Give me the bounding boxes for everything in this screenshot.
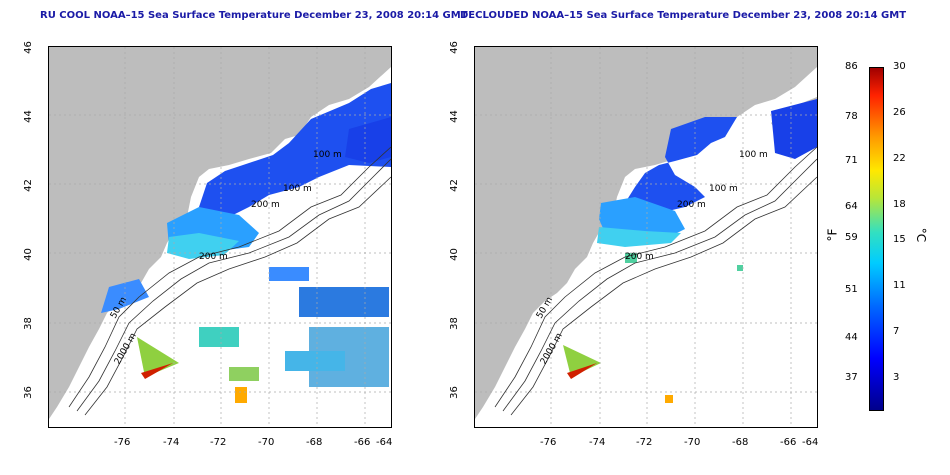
right-x-tick-68: -68 bbox=[732, 437, 749, 448]
cb-f-tick-64: 64 bbox=[845, 201, 858, 212]
warm-blob bbox=[235, 387, 247, 403]
right-map-title: DECLOUDED NOAA–15 Sea Surface Temperatur… bbox=[460, 10, 907, 21]
contour-label-200m-a: 200 m bbox=[251, 200, 280, 210]
cold-water-patch bbox=[199, 83, 391, 219]
land-mass bbox=[49, 47, 391, 419]
coastal-band bbox=[101, 279, 149, 313]
contour-label-100m-b: 100 m bbox=[709, 184, 738, 194]
left-sst-map: 100 m 100 m 200 m 200 m 50 m 2000 m bbox=[48, 46, 392, 428]
cb-c-tick-11: 11 bbox=[893, 280, 906, 291]
left-x-tick-76: -76 bbox=[114, 437, 131, 448]
left-x-tick-70: -70 bbox=[258, 437, 275, 448]
left-y-tick-44: 44 bbox=[22, 110, 34, 123]
cb-f-tick-59: 59 bbox=[845, 232, 858, 243]
cb-c-tick-3: 3 bbox=[893, 372, 900, 383]
contour-label-100m-b: 100 m bbox=[283, 184, 312, 194]
bathymetry-contours bbox=[68, 146, 391, 416]
fahrenheit-unit-label: °F bbox=[825, 228, 840, 242]
warm-triangle bbox=[563, 345, 601, 377]
cb-c-tick-30: 30 bbox=[893, 61, 906, 72]
celsius-unit-label: °C bbox=[914, 227, 929, 243]
cold-water-east bbox=[345, 117, 391, 163]
cb-f-tick-86: 86 bbox=[845, 61, 858, 72]
right-y-tick-42: 42 bbox=[448, 179, 460, 192]
cb-f-tick-78: 78 bbox=[845, 111, 858, 122]
left-x-tick-64: -64 bbox=[376, 437, 393, 448]
left-y-tick-46: 46 bbox=[22, 41, 34, 54]
shelf-water-patch bbox=[597, 227, 681, 247]
shelf-fragment bbox=[737, 265, 743, 271]
right-y-tick-44: 44 bbox=[448, 110, 460, 123]
right-x-tick-76: -76 bbox=[540, 437, 557, 448]
shelf-fragment bbox=[625, 253, 637, 263]
left-y-tick-36: 36 bbox=[22, 386, 34, 399]
right-y-tick-46: 46 bbox=[448, 41, 460, 54]
contour-label-2000m: 2000 m bbox=[539, 332, 565, 367]
temperature-colorbar bbox=[869, 67, 884, 411]
left-y-tick-40: 40 bbox=[22, 248, 34, 261]
cold-water-east bbox=[771, 99, 817, 159]
contour-label-200m-b: 200 m bbox=[625, 252, 654, 262]
right-x-tick-64: -64 bbox=[802, 437, 819, 448]
left-x-tick-72: -72 bbox=[210, 437, 227, 448]
right-x-tick-70: -70 bbox=[684, 437, 701, 448]
right-y-tick-38: 38 bbox=[448, 317, 460, 330]
cb-c-tick-26: 26 bbox=[893, 107, 906, 118]
right-y-tick-40: 40 bbox=[448, 248, 460, 261]
cool-water-patch bbox=[599, 197, 685, 239]
cb-f-tick-51: 51 bbox=[845, 284, 858, 295]
right-x-tick-74: -74 bbox=[589, 437, 606, 448]
warm-triangle bbox=[137, 337, 179, 377]
contour-label-100m-a: 100 m bbox=[739, 150, 768, 160]
scattered-sst-pixels bbox=[199, 267, 389, 387]
land-mass bbox=[475, 47, 817, 419]
left-x-tick-68: -68 bbox=[306, 437, 323, 448]
cb-f-tick-37: 37 bbox=[845, 372, 858, 383]
left-map-title: RU COOL NOAA–15 Sea Surface Temperature … bbox=[40, 10, 468, 21]
contour-label-2000m: 2000 m bbox=[113, 332, 139, 367]
cb-f-tick-71: 71 bbox=[845, 155, 858, 166]
cb-c-tick-18: 18 bbox=[893, 199, 906, 210]
left-x-tick-74: -74 bbox=[163, 437, 180, 448]
contour-label-100m-a: 100 m bbox=[313, 150, 342, 160]
left-x-tick-66: -66 bbox=[354, 437, 371, 448]
left-y-tick-42: 42 bbox=[22, 179, 34, 192]
cb-c-tick-15: 15 bbox=[893, 234, 906, 245]
cb-c-tick-7: 7 bbox=[893, 326, 900, 337]
right-x-tick-72: -72 bbox=[636, 437, 653, 448]
bathymetry-contours bbox=[494, 146, 817, 416]
left-y-tick-38: 38 bbox=[22, 317, 34, 330]
right-y-tick-36: 36 bbox=[448, 386, 460, 399]
contour-label-200m-a: 200 m bbox=[677, 200, 706, 210]
warm-blob bbox=[665, 395, 673, 403]
right-sst-map: 100 m 100 m 200 m 200 m 50 m 2000 m bbox=[474, 46, 818, 428]
hot-edge bbox=[141, 363, 173, 379]
cb-c-tick-22: 22 bbox=[893, 153, 906, 164]
contour-label-200m-b: 200 m bbox=[199, 252, 228, 262]
cold-water-patch bbox=[625, 117, 737, 215]
hot-edge bbox=[567, 363, 597, 379]
cb-f-tick-44: 44 bbox=[845, 332, 858, 343]
right-x-tick-66: -66 bbox=[780, 437, 797, 448]
